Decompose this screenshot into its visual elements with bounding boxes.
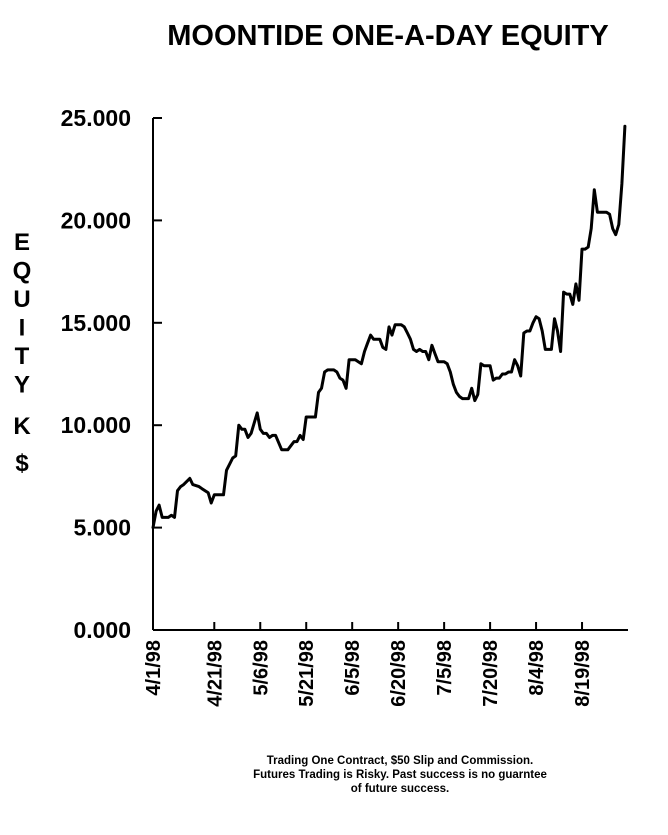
equity-line — [151, 124, 627, 530]
y-tick-label: 0.000 — [73, 617, 131, 643]
x-tick-label: 6/20/98 — [388, 640, 410, 707]
x-tick-label: 5/6/98 — [250, 640, 272, 696]
y-tick-label: 10.000 — [61, 412, 131, 438]
y-axis-label-char: Q — [13, 258, 32, 285]
y-axis-label-char: I — [19, 315, 26, 342]
y-axis-label-char: $ — [15, 450, 29, 477]
y-axis-label-char: Y — [14, 372, 30, 399]
y-axis-label-char: K — [13, 413, 31, 440]
y-tick-label: 20.000 — [61, 207, 131, 233]
y-axis-label-char: E — [14, 229, 30, 256]
y-axis-label-char: U — [13, 286, 30, 313]
x-tick-label: 7/5/98 — [434, 640, 456, 696]
y-tick-label: 25.000 — [61, 105, 131, 131]
x-tick-label: 6/5/98 — [342, 640, 364, 696]
y-tick-label: 15.000 — [61, 310, 131, 336]
chart-title: MOONTIDE ONE-A-DAY EQUITY — [167, 20, 609, 52]
x-tick-label: 4/21/98 — [204, 640, 226, 707]
footnote-line-1: Trading One Contract, $50 Slip and Commi… — [266, 755, 534, 767]
plot-area: 0.000 5.000 10.000 15.000 20.000 25.000 4/1/98… — [61, 105, 628, 707]
footnote-line-3: of future success. — [350, 783, 450, 795]
y-tick-label: 5.000 — [73, 515, 131, 541]
footnote-line-2: Futures Trading is Risky. Past success i… — [253, 769, 547, 781]
footnote: Trading One Contract, $50 Slip and Commi… — [200, 754, 600, 796]
x-tick-label: 5/21/98 — [296, 640, 318, 707]
x-tick-label: 4/1/98 — [143, 640, 165, 696]
x-tick-label: 8/19/98 — [572, 640, 594, 707]
y-axis-label-char: T — [15, 343, 30, 370]
x-tick-label: 7/20/98 — [480, 640, 502, 707]
x-tick-label: 8/4/98 — [526, 640, 548, 696]
